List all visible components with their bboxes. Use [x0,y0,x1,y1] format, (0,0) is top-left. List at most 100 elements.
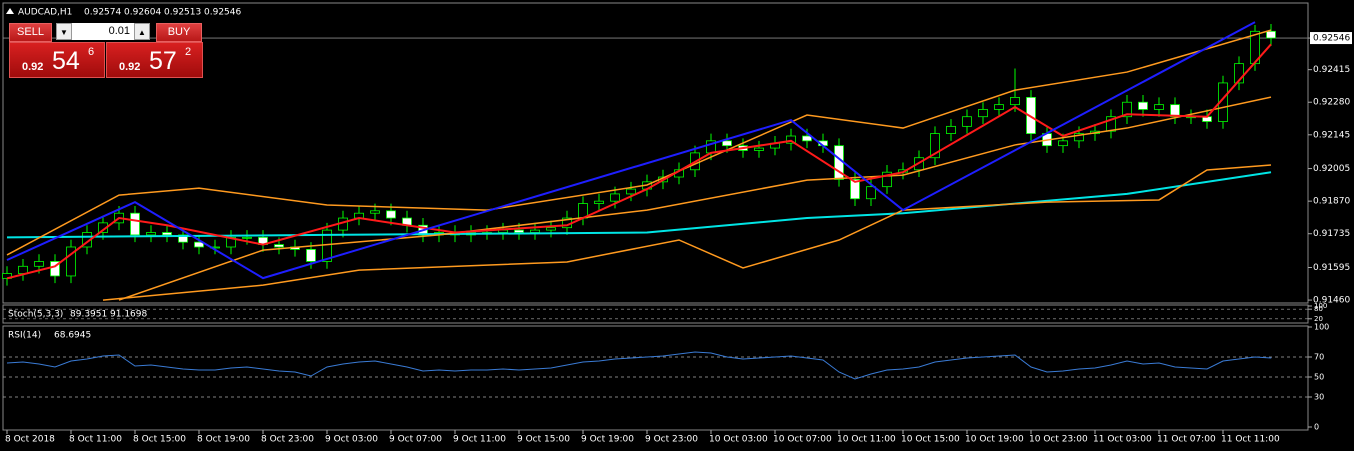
y-tick-label: 0.92145 [1313,130,1350,140]
y-tick-label: 80 [1314,305,1323,313]
y-tick-label: 0.92005 [1313,164,1350,174]
open: 0.92574 [84,8,121,18]
y-tick-label: 20 [1314,315,1323,323]
candle-body [1026,97,1036,134]
lot-up[interactable]: ▲ [134,23,150,40]
x-tick-label: 11 Oct 07:00 [1157,435,1216,445]
x-tick-label: 8 Oct 11:00 [69,435,122,445]
x-tick-label: 10 Oct 19:00 [965,435,1024,445]
y-tick-label: 100 [1314,302,1327,310]
x-tick-label: 9 Oct 03:00 [325,435,378,445]
sell-price[interactable]: 0.92 54 6 [9,42,105,78]
candle-body [50,261,60,277]
candle-body [866,186,876,200]
candle-body [194,241,204,248]
lot-input[interactable]: 0.01 [72,23,134,40]
x-tick-label: 11 Oct 03:00 [1093,435,1152,445]
candle-body [370,210,380,214]
x-tick-label: 10 Oct 23:00 [1029,435,1088,445]
candle-body [274,244,284,248]
rsi-reading: 68.6945 [54,331,91,341]
price-box [1310,32,1352,45]
x-tick-label: 9 Oct 07:00 [389,435,442,445]
indicator-line [6,43,1272,280]
x-tick-label: 9 Oct 15:00 [517,435,570,445]
x-tick-label: 8 Oct 2018 [5,435,55,445]
buy-pips: 57 [149,47,177,75]
y-tick-label: 0.92280 [1313,98,1350,108]
candle-body [1058,140,1068,147]
y-tick-label: 0 [1314,423,1319,432]
rsi-title: RSI(14) [8,331,41,341]
y-tick-label: 0.91595 [1313,263,1350,273]
y-tick-label: 0.91870 [1313,197,1350,207]
rsi-frame [2,325,1309,431]
candle-body [1010,97,1020,106]
y-tick-label: 100 [1314,323,1329,332]
candle-body [322,229,332,262]
candle-body [850,179,860,200]
candle-body [546,227,556,231]
candle-body [626,188,636,195]
candle-body [18,265,28,274]
candle-body [386,210,396,219]
buy-frac: 2 [185,46,192,58]
candle-body [1138,101,1148,110]
buy-price[interactable]: 0.92 57 2 [106,42,203,78]
stoch-main: 89.3951 [70,310,107,320]
candle-body [1154,104,1164,110]
indicator-line [6,171,1272,239]
indicator-line [118,96,1272,301]
x-tick-label: 8 Oct 19:00 [197,435,250,445]
x-tick-label: 8 Oct 23:00 [261,435,314,445]
x-tick-label: 10 Oct 03:00 [709,435,768,445]
candle-body [1234,63,1244,84]
candle-body [1122,101,1132,118]
candle-body [34,261,44,267]
lot-down[interactable]: ▼ [56,23,72,40]
low: 0.92513 [164,8,201,18]
buy-button[interactable]: BUY [156,23,202,42]
close: 0.92546 [204,8,241,18]
candle-body [514,229,524,233]
candle-body [978,109,988,118]
candle-body [930,133,940,159]
y-tick-label: 0.91735 [1313,229,1350,239]
candle-body [754,147,764,151]
y-tick-label: 30 [1314,393,1324,402]
collapse-icon[interactable] [6,8,14,14]
symbol: AUDCAD,H1 [18,8,72,18]
x-tick-label: 9 Oct 23:00 [645,435,698,445]
y-tick-label: 70 [1314,353,1324,362]
candle-body [306,249,316,262]
candle-body [722,140,732,147]
indicator-line [6,29,1272,256]
x-tick-label: 9 Oct 11:00 [453,435,506,445]
x-tick-label: 11 Oct 11:00 [1221,435,1280,445]
candle-body [530,229,540,233]
candle-body [162,232,172,236]
sell-button[interactable]: SELL [9,23,52,42]
x-tick-label: 10 Oct 11:00 [837,435,896,445]
indicator-line [102,164,1272,301]
y-tick-label: 50 [1314,373,1324,382]
high: 0.92604 [124,8,161,18]
candle-body [962,116,972,127]
x-tick-label: 8 Oct 15:00 [133,435,186,445]
candle-body [1266,30,1276,39]
candle-body [994,104,1004,110]
x-tick-label: 9 Oct 19:00 [581,435,634,445]
stoch-frame [2,304,1309,324]
candle-body [786,135,796,144]
sell-pips: 54 [52,47,80,75]
candle-body [130,212,140,236]
main-frame [2,2,1309,304]
candle-body [610,193,620,202]
candle-body [178,234,188,243]
x-tick-label: 10 Oct 07:00 [773,435,832,445]
y-tick-label: 0.92415 [1313,65,1350,75]
y-tick-label: 0.92546 [1313,34,1350,44]
candle-body [882,171,892,188]
candle-body [594,200,604,204]
